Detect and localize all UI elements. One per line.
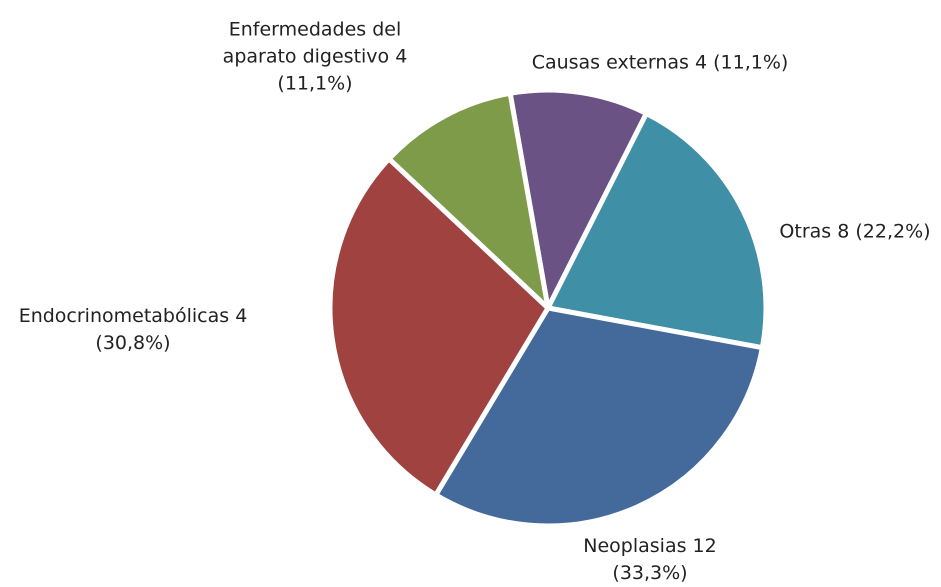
category: Endocrinometabólicas	[18, 305, 230, 327]
count: 4	[694, 51, 708, 74]
count: 12	[692, 535, 717, 557]
percent: (11,1%)	[277, 72, 353, 95]
count: 4	[395, 45, 408, 68]
slice-label: Otras 8 (22,2%)	[755, 219, 941, 246]
slice	[386, 90, 551, 311]
slice	[327, 156, 551, 498]
percent: (33,3%)	[612, 562, 688, 584]
slice	[545, 110, 769, 351]
slice-label: Causas externas 4 (11,1%)	[530, 50, 790, 77]
slice-label: Enfermedades del aparato digestivo 4 (11…	[195, 17, 435, 98]
category: Neoplasias	[583, 535, 687, 557]
percent: (22,2%)	[855, 220, 931, 243]
category: Enfermedades del aparato digestivo	[222, 18, 402, 68]
count: 4	[235, 305, 248, 327]
slice-label: Endocrinometabólicas 4 (30,8%)	[3, 303, 263, 357]
category: Otras	[779, 220, 832, 243]
category: Causas externas	[531, 51, 689, 74]
slice-label: Neoplasias 12 (33,3%)	[550, 533, 750, 587]
count: 8	[837, 220, 850, 243]
percent: (11,1%)	[713, 51, 789, 74]
slice	[507, 87, 649, 311]
percent: (30,8%)	[95, 332, 171, 354]
